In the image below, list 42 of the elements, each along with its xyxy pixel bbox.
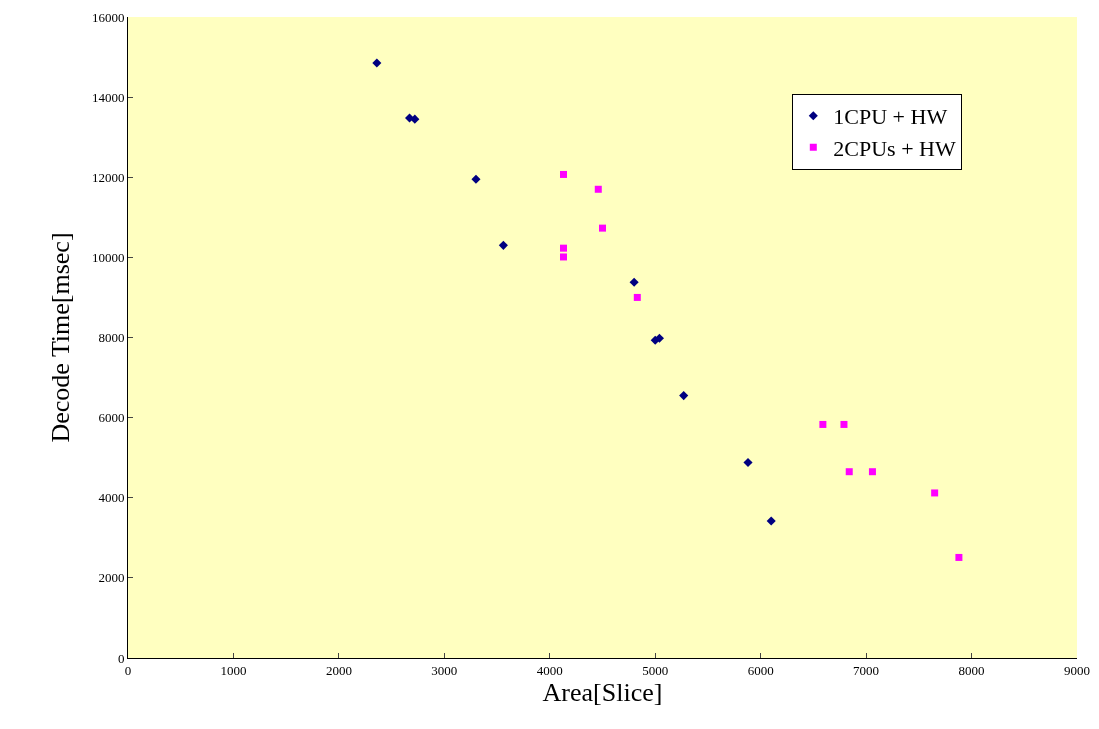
y-axis-title: Decode Time[msec] [46, 232, 76, 443]
y-tick-label: 4000 [98, 490, 125, 506]
point [559, 170, 567, 178]
point [594, 185, 602, 193]
point [471, 174, 481, 184]
point [559, 244, 567, 252]
y-tick-label: 6000 [98, 410, 125, 426]
x-tick-label: 5000 [642, 662, 669, 678]
point [955, 553, 963, 561]
x-tick-label: 6000 [747, 662, 774, 678]
x-tick-label: 4000 [536, 662, 563, 678]
point [410, 114, 420, 124]
point [931, 489, 939, 497]
x-tick-label: 3000 [431, 662, 458, 678]
point [868, 468, 876, 476]
point [633, 293, 641, 301]
point [840, 420, 848, 428]
point [679, 391, 689, 401]
point [766, 516, 776, 526]
legend-label: 1CPU + HW [833, 104, 948, 130]
x-tick-label: 2000 [325, 662, 352, 678]
point [372, 58, 382, 68]
y-tick-label: 12000 [91, 169, 125, 185]
y-tick-label: 0 [117, 650, 125, 666]
y-tick-label: 14000 [91, 89, 125, 105]
y-tick-label: 16000 [91, 9, 125, 25]
x-tick-label: 8000 [958, 662, 985, 678]
y-tick-label: 10000 [91, 249, 125, 265]
point [498, 240, 508, 250]
x-tick-label: 1000 [220, 662, 247, 678]
point [599, 224, 606, 232]
y-tick-label: 2000 [98, 570, 125, 586]
x-tick-label: 9000 [1064, 662, 1090, 678]
point [819, 420, 827, 428]
point [559, 253, 567, 261]
x-axis-title: Area[Slice] [542, 677, 663, 707]
legend-label: 2CPUs + HW [833, 135, 956, 161]
point [743, 457, 753, 468]
x-tick-label: 7000 [853, 662, 880, 678]
y-tick-label: 8000 [98, 330, 125, 346]
point [845, 468, 853, 476]
point [629, 277, 639, 287]
